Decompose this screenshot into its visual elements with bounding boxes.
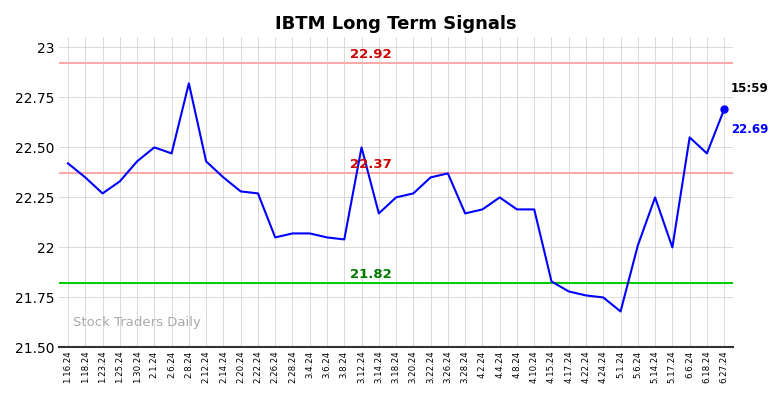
Text: 15:59: 15:59	[731, 82, 769, 96]
Title: IBTM Long Term Signals: IBTM Long Term Signals	[275, 15, 517, 33]
Text: Stock Traders Daily: Stock Traders Daily	[73, 316, 201, 329]
Text: 21.82: 21.82	[350, 268, 392, 281]
Text: 22.69: 22.69	[731, 123, 768, 137]
Text: 22.92: 22.92	[350, 48, 392, 61]
Text: 22.37: 22.37	[350, 158, 392, 172]
